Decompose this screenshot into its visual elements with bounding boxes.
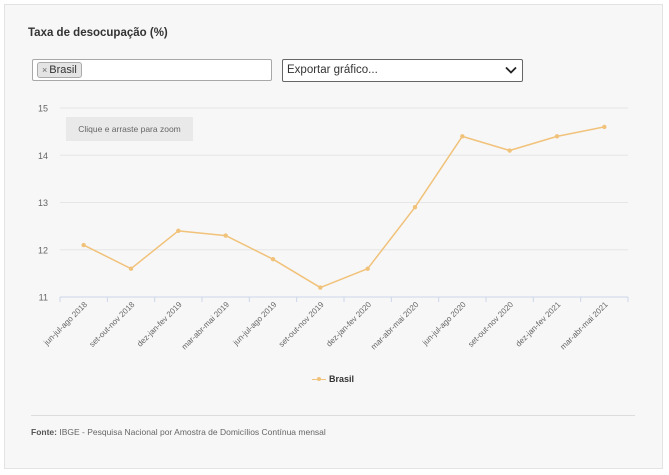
chevron-down-icon (505, 66, 517, 74)
data-point[interactable] (270, 257, 276, 262)
region-tag-label: Brasil (49, 64, 77, 76)
region-tag-brasil[interactable]: × Brasil (37, 62, 82, 78)
y-tick-label: 12 (38, 245, 48, 255)
x-tick-label: dez-jan-fev 2020 (325, 300, 374, 349)
y-tick-label: 11 (39, 293, 48, 303)
data-point[interactable] (412, 205, 418, 210)
zoom-hint: Clique e arraste para zoom (66, 117, 193, 141)
y-tick-label: 15 (38, 104, 48, 114)
data-point[interactable] (602, 124, 607, 130)
legend-item-brasil[interactable]: Brasil (312, 373, 354, 385)
data-point[interactable] (554, 134, 560, 139)
data-point[interactable] (507, 148, 512, 153)
data-point[interactable] (318, 285, 323, 290)
x-tick-label: set-out-nov 2020 (466, 300, 515, 349)
export-chart-select[interactable]: Exportar gráfico... (282, 59, 523, 82)
legend-swatch (312, 373, 326, 385)
x-tick-label: dez-jan-fev 2021 (514, 300, 563, 349)
x-tick-label: jun-jul-ago 2018 (41, 300, 89, 348)
legend-label: Brasil (329, 374, 355, 384)
series-brasil[interactable] (81, 124, 607, 290)
x-tick-label: set-out-nov 2019 (277, 300, 326, 349)
divider (31, 415, 635, 416)
data-point[interactable] (81, 242, 86, 248)
remove-tag-icon[interactable]: × (42, 65, 48, 75)
y-tick-label: 14 (38, 151, 48, 161)
series-line[interactable] (83, 126, 605, 289)
y-tick-label: 13 (38, 198, 48, 208)
chart-title: Taxa de desocupação (%) (28, 27, 168, 39)
data-point[interactable] (460, 134, 465, 139)
chart-grid (60, 107, 628, 251)
x-tick-label: mar-abr-mai 2019 (180, 300, 232, 352)
x-tick-label: mar-abr-mai 2021 (558, 300, 610, 352)
x-tick-label: jun-jul-ago 2020 (420, 300, 468, 348)
x-tick-label: mar-abr-mai 2020 (369, 300, 421, 352)
y-axis-ticks: 11 12 13 14 15 (38, 104, 48, 303)
source-note: Fonte: IBGE - Pesquisa Nacional por Amos… (31, 427, 326, 437)
data-point[interactable] (365, 266, 370, 271)
x-tick-label: dez-jan-fev 2019 (135, 300, 184, 349)
data-point[interactable] (223, 233, 228, 238)
region-filter-input[interactable]: × Brasil (32, 59, 272, 81)
x-axis (59, 296, 629, 302)
data-point[interactable] (176, 228, 181, 234)
source-label: Fonte: (31, 427, 57, 437)
x-tick-label: set-out-nov 2018 (88, 300, 137, 349)
source-text: IBGE - Pesquisa Nacional por Amostra de … (59, 427, 326, 437)
data-point[interactable] (128, 266, 134, 271)
export-chart-label: Exportar gráfico... (287, 64, 378, 76)
x-tick-label: jun-jul-ago 2019 (231, 300, 279, 348)
